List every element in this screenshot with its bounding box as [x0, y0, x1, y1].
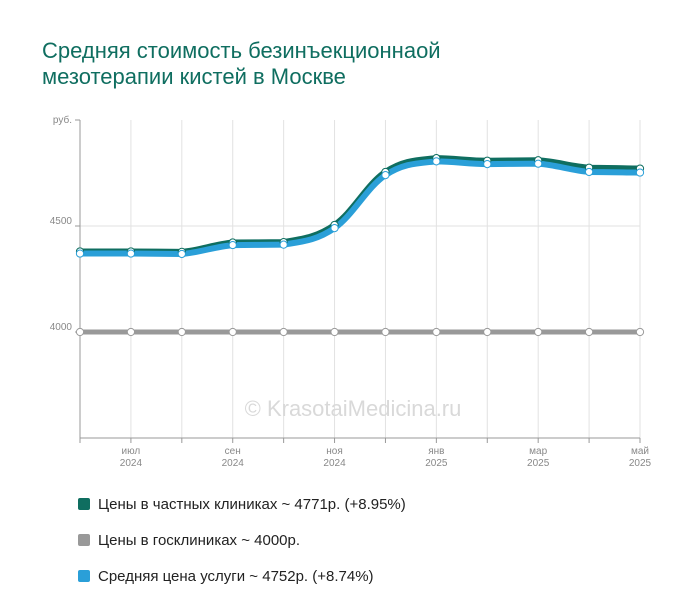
x-tick-label-year: 2024: [222, 458, 245, 469]
legend-label-average: Средняя цена услуги ~ 4752р. (+8.74%): [98, 567, 374, 585]
data-point-public: [635, 327, 645, 337]
x-tick-label-year: 2024: [323, 458, 346, 469]
legend: Цены в частных клиниках ~ 4771р. (+8.95%…: [78, 486, 406, 594]
data-point-average: [177, 249, 186, 259]
data-point-average: [126, 249, 136, 258]
data-point-public: [432, 327, 441, 337]
x-tick-label-year: 2024: [120, 458, 143, 469]
chart-title: Средняя стоимость безинъекционнаой мезот…: [42, 38, 642, 90]
series-lines: [77, 155, 643, 335]
legend-swatch-public: [78, 534, 90, 546]
data-point-average: [635, 168, 645, 177]
data-point-public: [279, 327, 288, 337]
data-point-public: [330, 327, 339, 337]
data-point-public: [126, 327, 136, 337]
data-point-average: [228, 240, 237, 250]
data-point-public: [177, 327, 186, 337]
data-point-average: [279, 240, 288, 249]
y-tick-label: 4000: [50, 322, 73, 333]
x-tick-label-month: июл: [122, 446, 141, 457]
legend-label-private: Цены в частных клиниках ~ 4771р. (+8.95%…: [98, 495, 406, 513]
x-tick-label-year: 2025: [425, 458, 448, 469]
axes: [75, 119, 641, 443]
x-tick-label-month: ноя: [326, 446, 343, 457]
y-tick-label: 4500: [50, 216, 73, 227]
data-point-average: [381, 171, 390, 180]
x-tick-label-year: 2025: [527, 458, 550, 469]
x-tick-label-month: мар: [529, 446, 547, 457]
data-point-average: [330, 224, 339, 233]
legend-item-average[interactable]: Средняя цена услуги ~ 4752р. (+8.74%): [78, 558, 406, 594]
x-tick-label-month: май: [631, 446, 649, 457]
data-point-public: [584, 327, 594, 337]
tick-labels: 45004000руб.июл2024сен2024ноя2024янв2025…: [50, 114, 652, 469]
chart-title-line-2: мезотерапии кистей в Москве: [42, 64, 346, 89]
y-unit-label: руб.: [53, 114, 72, 126]
x-tick-label-month: сен: [225, 446, 241, 457]
data-point-public: [381, 327, 390, 337]
chart-title-line-1: Средняя стоимость безинъекционнаой: [42, 38, 441, 63]
legend-item-private[interactable]: Цены в частных клиниках ~ 4771р. (+8.95%…: [78, 486, 406, 522]
data-point-public: [483, 327, 492, 337]
line-chart: © KrasotaiMedicina.ru 45004000руб.июл202…: [50, 114, 652, 469]
series-points: [75, 154, 645, 337]
data-point-public: [228, 327, 237, 337]
series-line-average: [77, 158, 643, 257]
watermark: © KrasotaiMedicina.ru: [245, 396, 462, 421]
data-point-average: [75, 249, 85, 258]
legend-label-public: Цены в госклиниках ~ 4000р.: [98, 531, 301, 549]
data-point-public: [75, 327, 85, 337]
legend-item-public[interactable]: Цены в госклиниках ~ 4000р.: [78, 522, 406, 558]
data-point-average: [534, 159, 543, 168]
x-tick-label-year: 2025: [629, 458, 652, 469]
legend-swatch-private: [78, 498, 90, 510]
x-tick-label-month: янв: [428, 446, 444, 457]
data-point-average: [432, 157, 441, 166]
legend-swatch-average: [78, 570, 90, 582]
data-point-average: [584, 167, 594, 177]
data-point-public: [534, 327, 543, 337]
data-point-average: [483, 159, 492, 169]
